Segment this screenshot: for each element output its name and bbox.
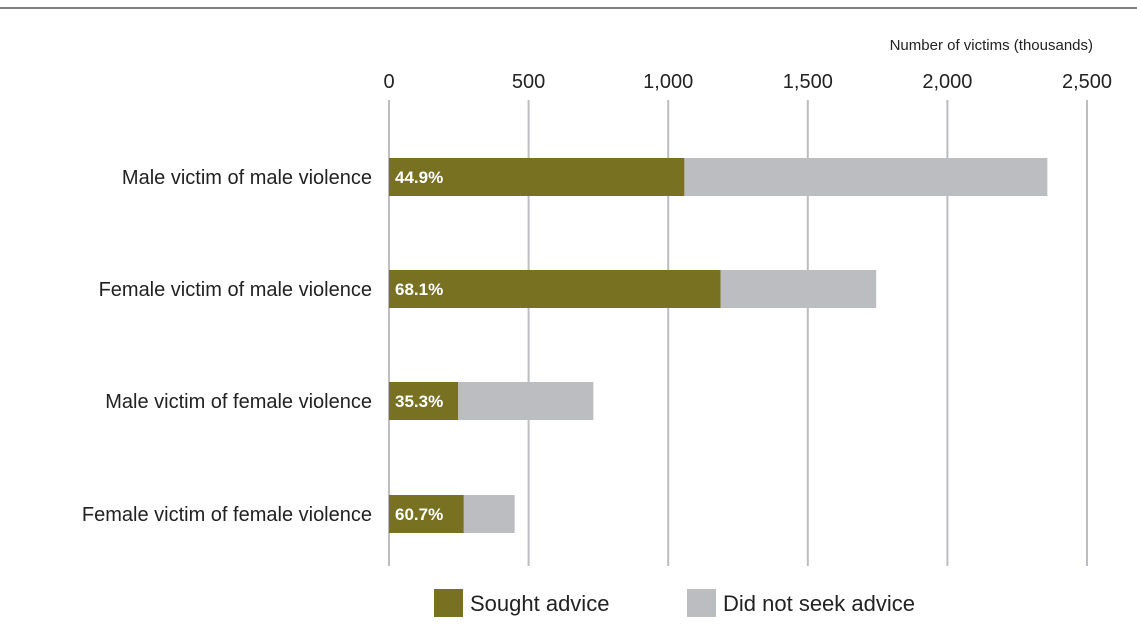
legend-label-did-not-seek-advice: Did not seek advice [723,591,915,616]
bar-data-label: 44.9% [395,168,443,187]
bar-did-not-seek-advice [463,495,515,533]
bar-did-not-seek-advice [684,158,1048,196]
x-axis-title: Number of victims (thousands) [890,37,1093,54]
legend-swatch-sought-advice [434,589,463,617]
bar-data-label: 35.3% [395,392,443,411]
legend-swatch-did-not-seek-advice [687,589,716,617]
x-tick-labels: 0 500 1,000 1,500 2,000 2,500 [383,71,1112,93]
x-tick-label: 0 [383,71,394,93]
category-label: Female victim of female violence [82,504,372,526]
legend-label-sought-advice: Sought advice [470,591,609,616]
bar-did-not-seek-advice [458,382,594,420]
bar-data-label: 60.7% [395,505,443,524]
x-tick-label: 2,500 [1062,71,1112,93]
x-tick-label: 1,000 [643,71,693,93]
legend: Sought advice Did not seek advice [434,589,915,617]
category-label: Male victim of female violence [105,391,372,413]
category-label: Male victim of male violence [122,167,372,189]
category-labels: Male victim of male violence Female victi… [82,167,372,526]
bar-sought-advice [389,382,459,420]
bar-data-label: 68.1% [395,280,443,299]
x-tick-label: 500 [512,71,545,93]
bar-did-not-seek-advice [720,270,877,308]
category-label: Female victim of male violence [99,279,372,301]
bar-sought-advice [389,270,721,308]
bar-sought-advice [389,495,464,533]
x-tick-label: 2,000 [922,71,972,93]
bar-sought-advice [389,158,685,196]
x-tick-label: 1,500 [783,71,833,93]
bars: 44.9% 68.1% 35.3% 60.7% [389,158,1048,533]
